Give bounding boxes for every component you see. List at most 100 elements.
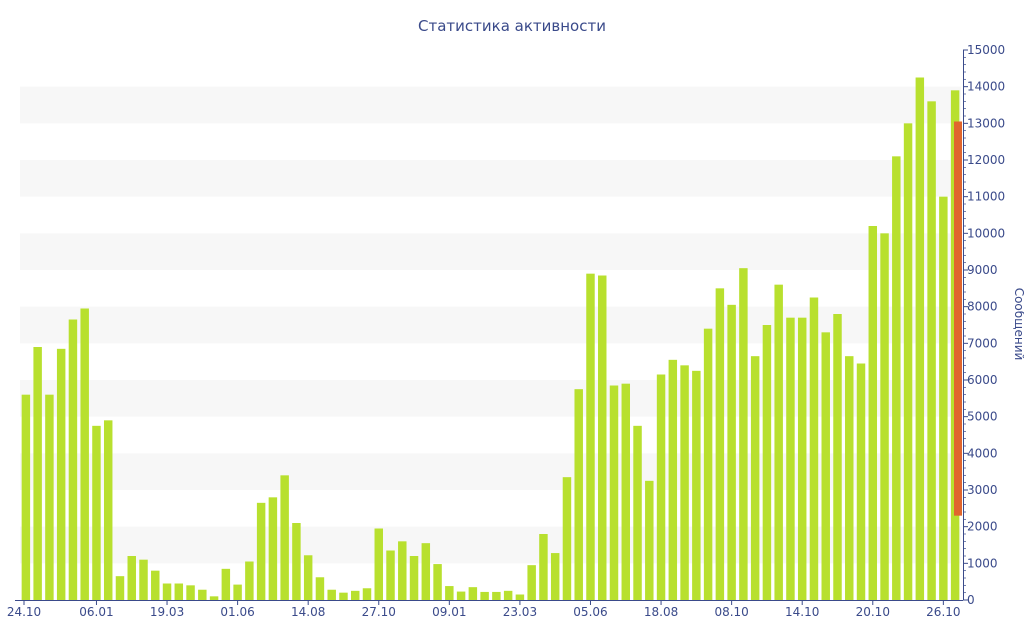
y-tick-label: 10000 [967,226,1005,240]
bar [609,385,619,600]
bar [221,568,231,600]
bar [445,586,454,600]
y-tick-label: 15000 [967,43,1005,57]
bar [868,226,878,600]
bar [56,348,66,600]
bar [939,196,948,600]
bar [315,577,325,600]
bar [492,591,501,600]
bar [45,394,54,600]
bar [92,425,101,600]
bar [680,365,689,600]
y-tick-label: 0 [967,593,975,607]
chart-title: Статистика активности [418,17,606,35]
y-ticks: 0 1000 2000 3000 4000 5000 6000 7000 8000 9000 100… [963,43,1005,607]
x-tick-label: 09.01 [432,605,466,619]
bar [621,383,631,600]
bar [833,314,842,600]
bar [386,550,395,600]
bar [786,317,795,600]
bar [21,394,31,600]
highlight-layer [954,121,962,516]
y-tick-label: 14000 [967,80,1005,94]
bar [656,374,666,600]
bar [727,304,736,600]
grid-bands [20,86,961,564]
x-tick-label: 14.08 [291,605,325,619]
bar [256,502,266,600]
bar [598,275,607,600]
y-tick-label: 2000 [967,520,998,534]
y-tick-label: 1000 [967,556,998,570]
bar [927,101,936,600]
x-tick-label: 23.03 [503,605,537,619]
y-tick-label: 6000 [967,373,998,387]
bar [186,585,195,600]
bar [539,534,548,600]
bar [68,319,78,600]
bar [856,363,866,600]
y-tick-label: 13000 [967,116,1005,130]
x-tick-label: 24.10 [7,605,41,619]
bar [550,553,560,600]
bar [692,370,701,600]
bar [503,590,513,600]
x-tick-label: 06.01 [79,605,113,619]
bar [339,592,348,600]
grid-band [20,526,961,564]
bar [633,425,642,600]
bar [115,576,125,600]
bar [433,564,442,600]
grid-band [20,453,961,490]
bar [715,288,725,600]
bar [280,475,289,600]
y-tick-label: 7000 [967,336,998,350]
bar [421,543,431,600]
bar [456,591,466,600]
x-tick-label: 19.03 [150,605,184,619]
bar [398,541,407,600]
bar [821,332,830,600]
bar [103,420,113,600]
bar [527,565,536,600]
x-tick-label: 18.08 [644,605,678,619]
bar [209,596,219,600]
x-tick-label: 20.10 [856,605,890,619]
bar [915,77,925,600]
bar [303,555,313,600]
bar [350,590,360,600]
bar [845,356,854,600]
bar [668,359,678,600]
bar [774,284,783,600]
x-ticks: 24.10 06.01 19.03 01.06 14.08 27.10 09.01 23.03… [7,600,961,619]
x-tick-label: 14.10 [785,605,819,619]
bar [797,317,807,600]
bar [645,480,654,600]
bar [880,233,889,601]
bar [468,587,478,600]
x-tick-label: 27.10 [362,605,396,619]
bar [809,297,819,600]
bar [162,583,172,600]
bar [139,559,148,600]
grid-band [20,380,961,417]
y-tick-label: 8000 [967,300,998,314]
bar [174,583,184,600]
bar [574,389,583,600]
bar [562,477,572,600]
bar [33,347,42,600]
bar [750,356,760,600]
bar [480,591,489,600]
grid-band [20,160,961,197]
bar [515,594,525,600]
bar [409,556,419,600]
bar [892,156,901,601]
bar [80,308,89,600]
grid-band [20,233,961,270]
bar [268,497,278,600]
bar [127,556,136,600]
y-tick-label: 5000 [967,410,998,424]
y-tick-label: 11000 [967,190,1005,204]
x-tick-label: 26.10 [926,605,960,619]
